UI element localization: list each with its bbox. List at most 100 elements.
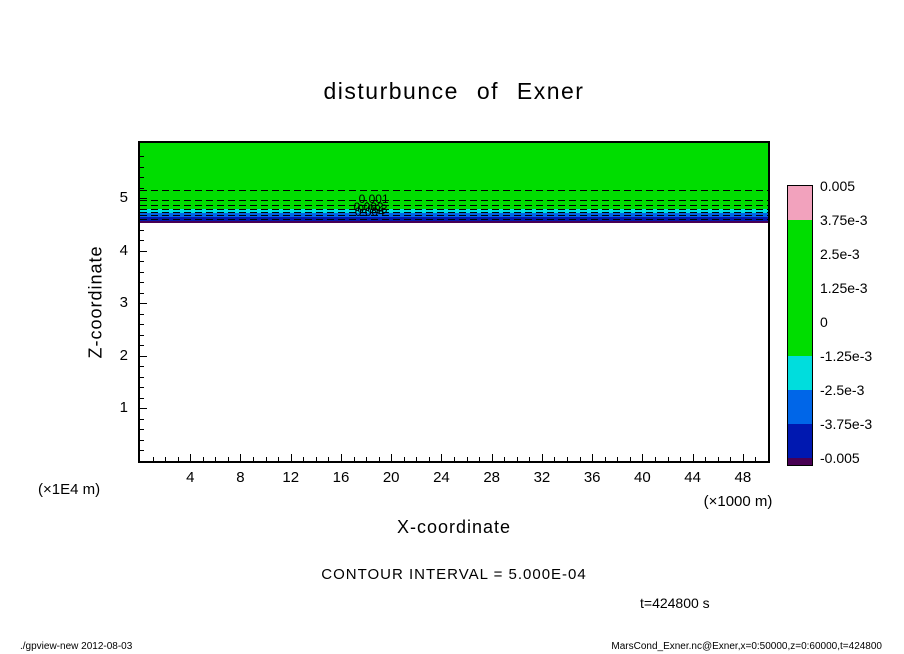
- contour-line: [140, 211, 768, 213]
- x-minor-tick: [529, 457, 531, 461]
- contour-label: 0.004: [354, 204, 385, 219]
- y-tick-label: 4: [119, 241, 128, 259]
- x-major-tick: [642, 454, 644, 461]
- y-minor-tick: [140, 219, 144, 221]
- contour-line: [140, 209, 768, 211]
- y-minor-tick: [140, 324, 144, 326]
- x-major-tick: [491, 454, 493, 461]
- x-major-tick: [742, 454, 744, 461]
- x-major-tick: [441, 454, 443, 461]
- x-minor-tick: [730, 457, 732, 461]
- x-minor-tick: [717, 457, 719, 461]
- y-minor-tick: [140, 366, 144, 368]
- colorbar-band: [788, 288, 812, 322]
- contour-line: [140, 189, 768, 191]
- x-tick-label: 20: [382, 469, 400, 486]
- x-minor-tick: [667, 457, 669, 461]
- y-minor-tick: [140, 261, 144, 263]
- y-tick-label: 5: [119, 189, 128, 207]
- x-minor-tick: [680, 457, 682, 461]
- y-minor-tick: [140, 345, 144, 347]
- x-minor-tick: [567, 457, 569, 461]
- y-major-tick: [140, 355, 147, 357]
- y-minor-tick: [140, 208, 144, 210]
- colorbar-tick-label: -1.25e-3: [820, 348, 873, 364]
- contour-interval-note: CONTOUR INTERVAL = 5.000E-04: [321, 566, 587, 583]
- footer-command-text: ./gpview-new 2012-08-03: [20, 641, 133, 652]
- x-tick-label: 32: [533, 469, 551, 486]
- colorbar-tick-label: 0: [820, 314, 828, 330]
- x-axis-unit: (×1000 m): [703, 493, 773, 510]
- x-minor-tick: [202, 457, 204, 461]
- x-minor-tick: [328, 457, 330, 461]
- y-minor-tick: [140, 439, 144, 441]
- x-major-tick: [340, 454, 342, 461]
- x-tick-label: 48: [734, 469, 752, 486]
- contour-line: [140, 218, 768, 220]
- x-minor-tick: [253, 457, 255, 461]
- x-minor-tick: [378, 457, 380, 461]
- contour-line: [140, 205, 768, 207]
- x-tick-label: 36: [583, 469, 601, 486]
- x-minor-tick: [353, 457, 355, 461]
- y-minor-tick: [140, 387, 144, 389]
- x-tick-label: 24: [433, 469, 450, 486]
- y-minor-tick: [140, 240, 144, 242]
- x-minor-tick: [416, 457, 418, 461]
- footer-source-text: MarsCond_Exner.nc@Exner,x=0:50000,z=0:60…: [611, 641, 882, 652]
- x-minor-tick: [579, 457, 581, 461]
- x-tick-label: 16: [332, 469, 350, 486]
- x-minor-tick: [303, 457, 305, 461]
- x-minor-tick: [454, 457, 455, 461]
- colorbar-band: [788, 390, 812, 424]
- x-minor-tick: [403, 457, 405, 461]
- x-minor-tick: [315, 457, 317, 461]
- y-minor-tick: [140, 187, 144, 189]
- y-tick-label: 3: [119, 294, 128, 312]
- x-major-tick: [190, 454, 192, 461]
- x-tick-label: 28: [483, 469, 501, 486]
- y-minor-tick: [140, 271, 144, 273]
- colorbar-tick-label: -3.75e-3: [820, 416, 873, 432]
- fill-band: [140, 223, 768, 461]
- colorbar-band: [788, 220, 812, 254]
- colorbar-tick-label: 2.5e-3: [820, 246, 860, 262]
- x-minor-tick: [516, 457, 518, 461]
- y-minor-tick: [140, 156, 144, 158]
- x-minor-tick: [165, 457, 167, 461]
- y-minor-tick: [140, 166, 144, 168]
- x-tick-label: 44: [684, 469, 701, 486]
- x-minor-tick: [654, 457, 656, 461]
- colorbar-tick-label: 1.25e-3: [820, 280, 868, 296]
- x-major-tick: [692, 454, 694, 461]
- x-minor-tick: [227, 457, 229, 461]
- colorbar-band: [788, 356, 812, 390]
- y-minor-tick: [140, 177, 144, 179]
- y-major-tick: [140, 408, 147, 410]
- x-axis-label: X-coordinate: [396, 517, 512, 537]
- contour-label: 0.001: [358, 191, 389, 206]
- y-minor-tick: [140, 376, 144, 378]
- contour-line: [140, 199, 768, 201]
- x-minor-tick: [479, 457, 481, 461]
- y-minor-tick: [140, 229, 144, 231]
- x-major-tick: [290, 454, 292, 461]
- fill-band: [140, 143, 768, 209]
- x-minor-tick: [629, 457, 631, 461]
- contour-label: 0.002: [353, 199, 384, 214]
- y-major-tick: [140, 250, 147, 252]
- y-major-tick: [140, 303, 147, 305]
- x-minor-tick: [366, 457, 368, 461]
- x-minor-tick: [755, 457, 757, 461]
- y-axis-unit: (×1E4 m): [38, 481, 101, 498]
- y-minor-tick: [140, 292, 144, 294]
- y-minor-tick: [140, 397, 144, 399]
- x-minor-tick: [152, 457, 154, 461]
- y-major-tick: [140, 198, 147, 200]
- colorbar-cap: [788, 458, 812, 465]
- contour-line: [140, 215, 768, 216]
- x-tick-label: 4: [186, 469, 195, 486]
- x-major-tick: [541, 454, 543, 461]
- fill-band: [140, 220, 768, 224]
- x-minor-tick: [705, 457, 707, 461]
